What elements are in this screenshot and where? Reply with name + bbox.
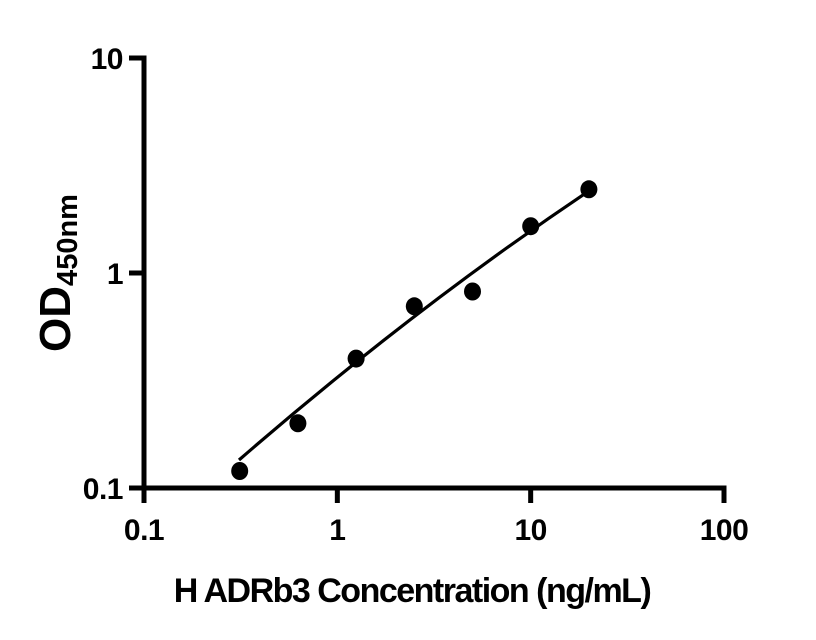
x-axis-tick-label: 10 <box>514 514 546 547</box>
y-axis-tick-label: 1 <box>107 258 123 291</box>
y-axis-title: OD450nm <box>31 194 84 352</box>
fit-line <box>237 189 590 462</box>
x-axis-tick-label: 0.1 <box>124 514 164 547</box>
data-point <box>405 297 423 316</box>
y-axis-title-subscript: 450nm <box>52 194 84 286</box>
x-axis-title: H ADRb3 Concentration (ng/mL) <box>174 572 651 610</box>
data-point <box>580 180 598 199</box>
data-point <box>347 349 365 368</box>
y-axis-tick-label: 10 <box>91 43 123 76</box>
data-point <box>522 217 540 236</box>
data-point <box>464 282 481 301</box>
data-point <box>231 462 249 480</box>
x-axis-tick-label: 100 <box>700 514 749 547</box>
data-point <box>289 414 307 433</box>
x-axis-tick-label: 1 <box>329 514 345 547</box>
y-axis-tick-label: 0.1 <box>83 473 123 506</box>
plot-area: 0.1 1 10 100 0.1 1 10 <box>83 43 749 547</box>
y-axis-title-main: OD <box>31 286 80 352</box>
axis-spines <box>141 55 727 491</box>
